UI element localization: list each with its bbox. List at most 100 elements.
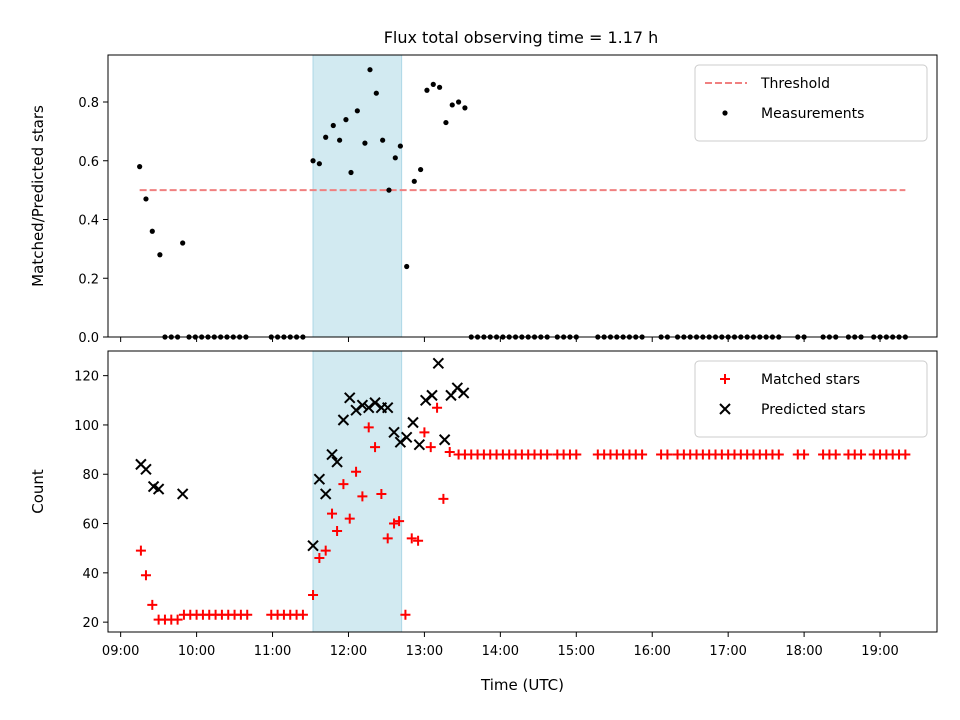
measurement-point: [449, 102, 455, 108]
measurement-point: [392, 155, 398, 161]
shaded-span: [312, 350, 403, 633]
matched-star-point: [382, 533, 393, 544]
y-tick-label: 120: [74, 370, 99, 385]
matched-star-point: [799, 449, 810, 460]
matched-star-point: [242, 609, 253, 620]
matched-star-point: [900, 449, 911, 460]
matched-star-point: [351, 466, 362, 477]
predicted-star-point: [426, 389, 438, 402]
predicted-star-point: [400, 431, 413, 443]
matched-star-point: [314, 553, 325, 564]
measurement-point: [343, 117, 349, 123]
matched-star-point: [363, 422, 374, 433]
y-tick-label: 80: [82, 468, 99, 483]
predicted-star-point: [140, 463, 152, 476]
matched-star-point: [297, 609, 308, 620]
x-tick-label: 12:00: [330, 644, 367, 659]
predicted-star-point: [356, 399, 369, 411]
matched-star-point: [338, 479, 349, 490]
legend-predicted-swatch: [719, 403, 731, 415]
predicted-star-point: [331, 456, 343, 468]
measurement-point: [397, 143, 403, 149]
y-tick-label: 0.0: [78, 331, 99, 346]
measurement-point: [137, 164, 143, 170]
predicted-star-point: [152, 483, 165, 495]
legend-label: Matched stars: [761, 372, 860, 388]
legend-label: Measurements: [761, 106, 864, 122]
bottom-subplot: 20 40 60 80 100 120 09:00 10:00 11:00 12:00 13:00 1…: [29, 350, 938, 694]
legend-box: [694, 64, 928, 142]
measurement-point: [348, 169, 354, 176]
measurement-point: [354, 108, 360, 114]
measurement-point: [157, 252, 163, 258]
measurement-point: [180, 240, 186, 246]
matched-star-point: [376, 488, 387, 499]
measurement-point: [411, 178, 417, 184]
measurement-point: [386, 187, 392, 193]
chart-title: Flux total observing time = 1.17 h: [384, 28, 659, 47]
y-tick-label: 60: [82, 518, 99, 533]
y-tick-label: 20: [82, 616, 99, 631]
matched-star-point: [444, 447, 455, 458]
measurement-point: [404, 263, 410, 270]
y-tick-label: 0.8: [78, 96, 99, 111]
matched-star-point: [332, 525, 343, 536]
x-tick-label: 09:00: [102, 644, 139, 659]
y-tick-label: 0.6: [78, 155, 99, 170]
legend-matched-swatch: [720, 374, 730, 384]
measurement-point: [455, 99, 462, 105]
x-tick-label: 19:00: [861, 644, 898, 659]
predicted-star-point: [407, 416, 419, 429]
legend-label: Predicted stars: [761, 402, 866, 418]
matched-star-point: [542, 449, 553, 460]
matched-star-point: [308, 590, 319, 601]
matched-star-point: [320, 545, 331, 556]
predicted-star-point: [307, 540, 319, 552]
axes-frame: [107, 350, 938, 633]
predicted-star-point: [438, 434, 451, 446]
x-tick-label: 18:00: [785, 644, 822, 659]
measurement-point: [367, 67, 373, 73]
legend-label: Threshold: [760, 76, 830, 92]
predicted-star-point: [176, 488, 189, 500]
matched-star-point: [406, 533, 417, 544]
measurement-point: [337, 137, 343, 143]
axes-frame: [107, 54, 938, 338]
y-tick-label: 0.4: [78, 214, 99, 229]
matched-star-point: [389, 518, 400, 529]
matched-star-point: [400, 609, 411, 620]
x-tick-label: 13:00: [406, 644, 443, 659]
predicted-star-point: [313, 473, 326, 485]
measurement-point: [380, 137, 386, 143]
predicted-star-point: [432, 357, 445, 370]
matched-star-point: [773, 449, 784, 460]
x-tick-label: 17:00: [709, 644, 746, 659]
predicted-star-point: [388, 426, 400, 439]
matched-star-point: [425, 442, 436, 453]
y-tick-label: 100: [74, 419, 99, 434]
measurement-point: [330, 122, 336, 129]
matched-star-point: [856, 449, 867, 460]
y-axis-label: Count: [29, 469, 47, 514]
legend-box: [694, 360, 928, 438]
predicted-star-point: [413, 438, 426, 451]
x-tick-label: 11:00: [254, 644, 291, 659]
matched-star-point: [344, 513, 355, 524]
predicted-star-point: [344, 392, 356, 404]
y-tick-label: 0.2: [78, 272, 99, 287]
x-tick-label: 14:00: [482, 644, 519, 659]
predicted-star-point: [326, 448, 338, 461]
measurement-point: [462, 105, 468, 111]
top-subplot: 0.0 0.2 0.4 0.6 0.8 Matched/Predicted stars Th…: [29, 54, 938, 346]
matched-star-point: [413, 535, 424, 546]
matched-star-point: [140, 570, 151, 581]
matched-star-point: [172, 614, 183, 625]
matched-star-point: [327, 508, 338, 519]
measurement-point: [437, 84, 443, 90]
measurement-point: [143, 196, 149, 202]
matched-star-point: [135, 545, 146, 556]
matched-star-point: [571, 449, 582, 460]
measurement-point: [316, 161, 322, 167]
x-tick-label: 15:00: [558, 644, 595, 659]
measurement-point: [424, 87, 430, 93]
